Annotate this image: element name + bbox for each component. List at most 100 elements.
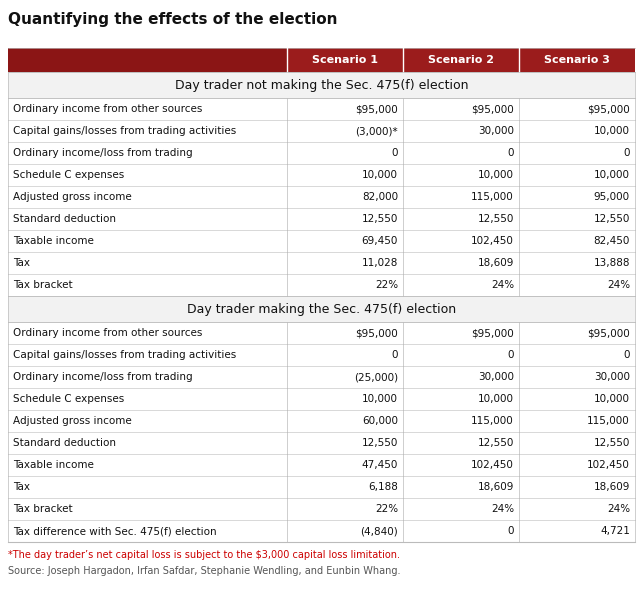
Bar xyxy=(8,208,635,230)
Text: $95,000: $95,000 xyxy=(587,328,630,338)
Bar xyxy=(8,252,635,274)
Bar xyxy=(8,344,635,366)
Bar xyxy=(8,454,635,476)
Text: 0: 0 xyxy=(624,148,630,158)
Text: Quantifying the effects of the election: Quantifying the effects of the election xyxy=(8,12,338,27)
Text: 12,550: 12,550 xyxy=(593,214,630,224)
Text: 102,450: 102,450 xyxy=(471,460,514,470)
Text: 0: 0 xyxy=(392,148,398,158)
Text: 115,000: 115,000 xyxy=(587,416,630,426)
Text: 115,000: 115,000 xyxy=(471,192,514,202)
Text: 0: 0 xyxy=(507,526,514,536)
Text: 10,000: 10,000 xyxy=(362,394,398,404)
Text: 24%: 24% xyxy=(607,280,630,290)
Bar xyxy=(8,72,635,98)
Text: Ordinary income from other sources: Ordinary income from other sources xyxy=(13,328,203,338)
Bar xyxy=(8,274,635,296)
Text: Standard deduction: Standard deduction xyxy=(13,214,116,224)
Bar xyxy=(8,520,635,542)
Bar xyxy=(8,120,635,142)
Text: $95,000: $95,000 xyxy=(471,328,514,338)
Text: Day trader not making the Sec. 475(f) election: Day trader not making the Sec. 475(f) el… xyxy=(175,79,468,92)
Bar xyxy=(8,98,635,120)
Text: (4,840): (4,840) xyxy=(360,526,398,536)
Text: Tax bracket: Tax bracket xyxy=(13,280,73,290)
Bar xyxy=(8,476,635,498)
Bar xyxy=(403,48,519,72)
Text: 18,609: 18,609 xyxy=(478,482,514,492)
Text: 69,450: 69,450 xyxy=(361,236,398,246)
Text: 30,000: 30,000 xyxy=(478,372,514,382)
Text: Capital gains/losses from trading activities: Capital gains/losses from trading activi… xyxy=(13,350,236,360)
Bar xyxy=(8,410,635,432)
Text: 0: 0 xyxy=(624,350,630,360)
Text: Taxable income: Taxable income xyxy=(13,460,94,470)
Text: Adjusted gross income: Adjusted gross income xyxy=(13,192,132,202)
Text: *The day trader’s net capital loss is subject to the $3,000 capital loss limitat: *The day trader’s net capital loss is su… xyxy=(8,550,400,560)
Text: Taxable income: Taxable income xyxy=(13,236,94,246)
Text: $95,000: $95,000 xyxy=(356,104,398,114)
Text: 12,550: 12,550 xyxy=(361,214,398,224)
Text: Scenario 1: Scenario 1 xyxy=(312,55,378,65)
Text: Standard deduction: Standard deduction xyxy=(13,438,116,448)
Text: Capital gains/losses from trading activities: Capital gains/losses from trading activi… xyxy=(13,126,236,136)
Text: 13,888: 13,888 xyxy=(593,258,630,268)
Text: 18,609: 18,609 xyxy=(478,258,514,268)
Text: Tax difference with Sec. 475(f) election: Tax difference with Sec. 475(f) election xyxy=(13,526,217,536)
Bar xyxy=(8,296,635,322)
Text: 82,450: 82,450 xyxy=(593,236,630,246)
Text: (3,000)*: (3,000)* xyxy=(356,126,398,136)
Text: Schedule C expenses: Schedule C expenses xyxy=(13,394,124,404)
Text: 4,721: 4,721 xyxy=(600,526,630,536)
Text: 12,550: 12,550 xyxy=(478,438,514,448)
Text: Day trader making the Sec. 475(f) election: Day trader making the Sec. 475(f) electi… xyxy=(187,303,456,315)
Text: $95,000: $95,000 xyxy=(587,104,630,114)
Text: 11,028: 11,028 xyxy=(361,258,398,268)
Text: Tax: Tax xyxy=(13,258,30,268)
Text: Scenario 2: Scenario 2 xyxy=(428,55,494,65)
Text: Tax: Tax xyxy=(13,482,30,492)
Text: (25,000): (25,000) xyxy=(354,372,398,382)
Text: 10,000: 10,000 xyxy=(362,170,398,180)
Text: 24%: 24% xyxy=(607,504,630,514)
Text: $95,000: $95,000 xyxy=(356,328,398,338)
Text: Tax bracket: Tax bracket xyxy=(13,504,73,514)
Text: Schedule C expenses: Schedule C expenses xyxy=(13,170,124,180)
Text: 102,450: 102,450 xyxy=(471,236,514,246)
Text: 12,550: 12,550 xyxy=(478,214,514,224)
Bar xyxy=(8,498,635,520)
Bar xyxy=(8,164,635,186)
Text: 24%: 24% xyxy=(491,280,514,290)
Bar xyxy=(8,322,635,344)
Bar xyxy=(8,48,287,72)
Text: 10,000: 10,000 xyxy=(594,126,630,136)
Text: 30,000: 30,000 xyxy=(594,372,630,382)
Text: 10,000: 10,000 xyxy=(478,394,514,404)
Text: 0: 0 xyxy=(507,350,514,360)
Text: Ordinary income/loss from trading: Ordinary income/loss from trading xyxy=(13,148,193,158)
Text: 12,550: 12,550 xyxy=(593,438,630,448)
Text: 82,000: 82,000 xyxy=(362,192,398,202)
Bar xyxy=(8,366,635,388)
Text: 24%: 24% xyxy=(491,504,514,514)
Bar xyxy=(8,432,635,454)
Text: 0: 0 xyxy=(392,350,398,360)
Bar xyxy=(287,48,403,72)
Text: 115,000: 115,000 xyxy=(471,416,514,426)
Text: 18,609: 18,609 xyxy=(593,482,630,492)
Text: 47,450: 47,450 xyxy=(361,460,398,470)
Bar xyxy=(8,230,635,252)
Text: Scenario 3: Scenario 3 xyxy=(544,55,610,65)
Text: Ordinary income from other sources: Ordinary income from other sources xyxy=(13,104,203,114)
Text: $95,000: $95,000 xyxy=(471,104,514,114)
Bar xyxy=(8,142,635,164)
Bar xyxy=(8,388,635,410)
Text: 95,000: 95,000 xyxy=(594,192,630,202)
Text: 22%: 22% xyxy=(375,504,398,514)
Bar xyxy=(8,186,635,208)
Text: Source: Joseph Hargadon, Irfan Safdar, Stephanie Wendling, and Eunbin Whang.: Source: Joseph Hargadon, Irfan Safdar, S… xyxy=(8,566,401,576)
Text: 0: 0 xyxy=(507,148,514,158)
Text: Ordinary income/loss from trading: Ordinary income/loss from trading xyxy=(13,372,193,382)
Text: 22%: 22% xyxy=(375,280,398,290)
Text: 60,000: 60,000 xyxy=(362,416,398,426)
